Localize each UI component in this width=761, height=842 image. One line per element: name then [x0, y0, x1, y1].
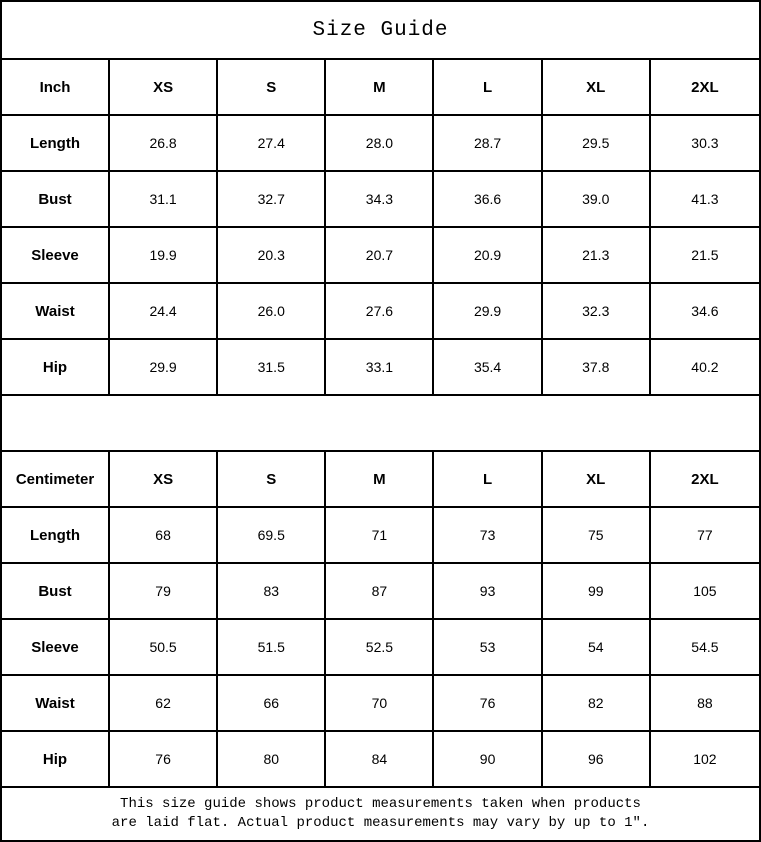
measurement-value: 29.5 — [542, 116, 651, 172]
measurement-value: 34.3 — [326, 172, 435, 228]
measurement-value: 20.3 — [218, 228, 327, 284]
measurement-value: 76 — [434, 676, 543, 732]
measurement-value: 80 — [218, 732, 327, 788]
measurement-value: 32.7 — [218, 172, 327, 228]
measurement-value: 26.0 — [218, 284, 327, 340]
measurement-value: 71 — [326, 508, 435, 564]
footer-note: This size guide shows product measuremen… — [2, 788, 759, 840]
measurement-value: 93 — [434, 564, 543, 620]
measurement-value: 88 — [650, 676, 759, 732]
measurement-value: 21.5 — [650, 228, 759, 284]
measurement-value: 82 — [542, 676, 651, 732]
measurement-value: 50.5 — [110, 620, 219, 676]
measurement-value: 28.0 — [326, 116, 435, 172]
measurement-value: 52.5 — [326, 620, 435, 676]
size-column-header-xl: XL — [542, 452, 651, 508]
size-column-header-l: L — [434, 452, 543, 508]
measurement-label-bust: Bust — [2, 564, 110, 620]
measurement-value: 66 — [218, 676, 327, 732]
measurement-value: 96 — [542, 732, 651, 788]
centimeter-table: Centimeter XS S M L XL 2XL Length 68 69.… — [2, 452, 759, 788]
size-column-header-xs: XS — [110, 60, 219, 116]
cm-unit-header: Centimeter — [2, 452, 110, 508]
measurement-value: 39.0 — [542, 172, 651, 228]
measurement-value: 40.2 — [650, 340, 759, 396]
measurement-value: 90 — [434, 732, 543, 788]
measurement-value: 41.3 — [650, 172, 759, 228]
page-title: Size Guide — [2, 2, 759, 60]
measurement-value: 62 — [110, 676, 219, 732]
measurement-label-bust: Bust — [2, 172, 110, 228]
measurement-value: 105 — [650, 564, 759, 620]
measurement-label-length: Length — [2, 508, 110, 564]
measurement-label-sleeve: Sleeve — [2, 228, 110, 284]
measurement-label-hip: Hip — [2, 732, 110, 788]
measurement-label-length: Length — [2, 116, 110, 172]
measurement-value: 54 — [542, 620, 651, 676]
measurement-value: 53 — [434, 620, 543, 676]
measurement-label-waist: Waist — [2, 676, 110, 732]
footer-note-line2: are laid flat. Actual product measuremen… — [111, 815, 650, 831]
size-column-header-m: M — [326, 60, 435, 116]
measurement-label-waist: Waist — [2, 284, 110, 340]
measurement-value: 34.6 — [650, 284, 759, 340]
size-column-header-s: S — [218, 60, 327, 116]
measurement-value: 69.5 — [218, 508, 327, 564]
measurement-label-sleeve: Sleeve — [2, 620, 110, 676]
measurement-value: 26.8 — [110, 116, 219, 172]
measurement-value: 102 — [650, 732, 759, 788]
measurement-value: 68 — [110, 508, 219, 564]
measurement-value: 51.5 — [218, 620, 327, 676]
measurement-value: 29.9 — [434, 284, 543, 340]
measurement-value: 75 — [542, 508, 651, 564]
measurement-label-hip: Hip — [2, 340, 110, 396]
spacer-row — [2, 396, 759, 452]
size-column-header-2xl: 2XL — [650, 452, 759, 508]
measurement-value: 79 — [110, 564, 219, 620]
footer-note-line1: This size guide shows product measuremen… — [120, 796, 641, 812]
measurement-value: 19.9 — [110, 228, 219, 284]
size-column-header-s: S — [218, 452, 327, 508]
measurement-value: 99 — [542, 564, 651, 620]
measurement-value: 32.3 — [542, 284, 651, 340]
measurement-value: 28.7 — [434, 116, 543, 172]
size-column-header-xl: XL — [542, 60, 651, 116]
measurement-value: 77 — [650, 508, 759, 564]
measurement-value: 36.6 — [434, 172, 543, 228]
measurement-value: 20.9 — [434, 228, 543, 284]
measurement-value: 21.3 — [542, 228, 651, 284]
measurement-value: 30.3 — [650, 116, 759, 172]
measurement-value: 73 — [434, 508, 543, 564]
size-column-header-xs: XS — [110, 452, 219, 508]
inch-unit-header: Inch — [2, 60, 110, 116]
measurement-value: 84 — [326, 732, 435, 788]
size-column-header-m: M — [326, 452, 435, 508]
measurement-value: 20.7 — [326, 228, 435, 284]
measurement-value: 27.4 — [218, 116, 327, 172]
inch-table: Inch XS S M L XL 2XL Length 26.8 27.4 28… — [2, 60, 759, 396]
measurement-value: 37.8 — [542, 340, 651, 396]
measurement-value: 24.4 — [110, 284, 219, 340]
measurement-value: 83 — [218, 564, 327, 620]
measurement-value: 54.5 — [650, 620, 759, 676]
size-column-header-l: L — [434, 60, 543, 116]
measurement-value: 87 — [326, 564, 435, 620]
measurement-value: 31.1 — [110, 172, 219, 228]
measurement-value: 33.1 — [326, 340, 435, 396]
measurement-value: 35.4 — [434, 340, 543, 396]
measurement-value: 70 — [326, 676, 435, 732]
measurement-value: 29.9 — [110, 340, 219, 396]
measurement-value: 76 — [110, 732, 219, 788]
size-column-header-2xl: 2XL — [650, 60, 759, 116]
measurement-value: 27.6 — [326, 284, 435, 340]
measurement-value: 31.5 — [218, 340, 327, 396]
